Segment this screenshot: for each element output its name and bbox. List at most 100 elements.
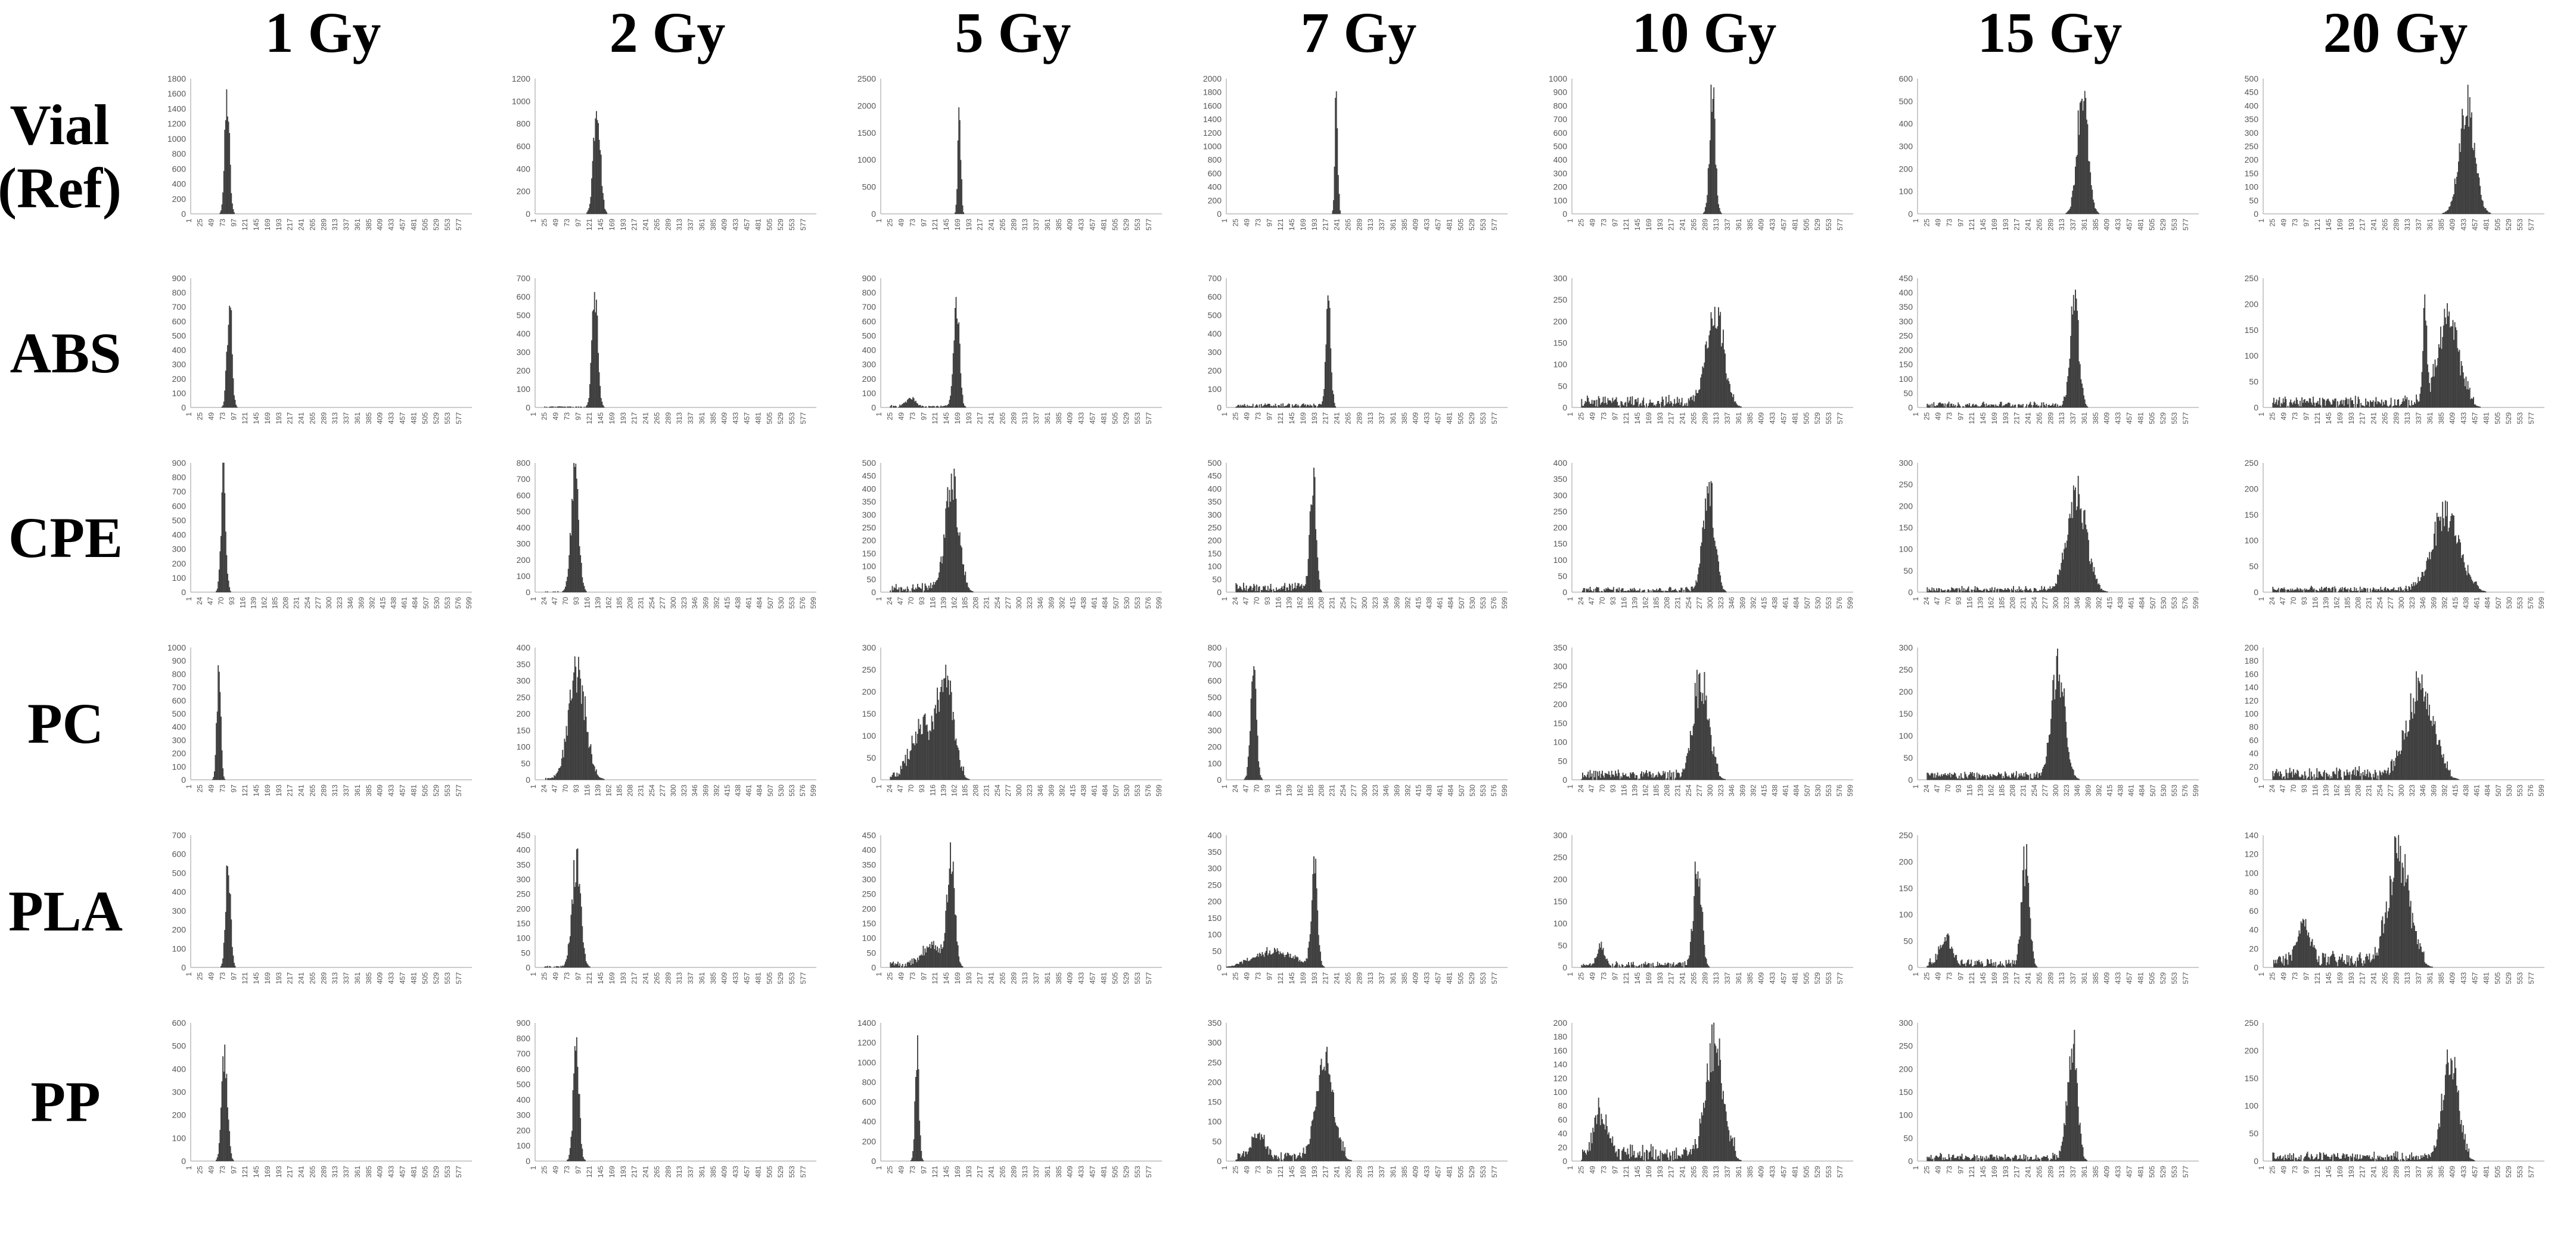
x-tick-label: 361 [2426, 1166, 2434, 1178]
x-tick-label: 231 [2019, 597, 2028, 609]
x-tick-label: 169 [2336, 219, 2344, 231]
x-tick-label: 25 [1577, 219, 1586, 227]
y-tick-label: 200 [172, 374, 187, 384]
x-tick-label: 121 [2313, 412, 2322, 424]
x-tick-label: 73 [218, 412, 226, 421]
x-tick-label: 529 [2159, 219, 2167, 231]
y-tick-label: 400 [172, 346, 187, 355]
x-tick-label: 169 [1990, 219, 1999, 231]
x-tick-label: 385 [2437, 1166, 2446, 1178]
x-tick-label: 254 [2376, 785, 2384, 796]
x-tick-label: 208 [972, 785, 980, 796]
y-tick-label: 200 [517, 1125, 531, 1135]
x-tick-label: 241 [297, 219, 306, 231]
x-tick-label: 313 [1712, 972, 1720, 984]
x-tick-label: 599 [1500, 597, 1509, 609]
histogram-bars [545, 463, 587, 593]
x-tick-label: 553 [1825, 412, 1833, 424]
x-tick-label: 553 [2516, 597, 2524, 609]
histogram-bars [1235, 1047, 1352, 1162]
x-tick-label: 385 [2437, 972, 2446, 984]
column-header-15-gy: 15 Gy [1977, 1, 2123, 64]
y-tick-label: 0 [2254, 775, 2258, 785]
x-tick-label: 241 [2024, 1166, 2033, 1178]
x-tick-label: 577 [2182, 412, 2190, 424]
histogram-bars [1581, 1022, 1742, 1162]
x-tick-label: 25 [196, 219, 204, 227]
y-tick-label: 400 [862, 484, 877, 493]
y-tick-label: 300 [517, 347, 531, 357]
y-tick-label: 60 [2249, 735, 2258, 745]
x-tick-label: 162 [950, 597, 958, 609]
x-tick-label: 1 [185, 219, 193, 223]
y-tick-label: 150 [517, 919, 531, 928]
x-tick-label: 313 [675, 412, 683, 424]
x-tick-label: 93 [1263, 597, 1272, 605]
y-tick-label: 700 [172, 683, 187, 692]
x-tick-label: 313 [1366, 972, 1375, 984]
x-tick-label: 217 [630, 1166, 639, 1178]
x-tick-label: 25 [540, 1166, 549, 1174]
x-tick-label: 438 [734, 785, 742, 796]
histogram-bars [1926, 1029, 2087, 1162]
x-tick-label: 241 [642, 1166, 650, 1178]
y-tick-label: 200 [1208, 195, 1222, 205]
x-tick-label: 97 [1611, 412, 1619, 421]
x-tick-label: 217 [630, 412, 639, 424]
y-tick-label: 150 [862, 709, 877, 718]
y-tick-label: 300 [517, 676, 531, 686]
y-tick-label: 0 [1908, 587, 1913, 597]
y-tick-label: 350 [862, 860, 877, 869]
x-tick-label: 530 [777, 597, 785, 609]
x-tick-label: 116 [238, 597, 247, 608]
x-tick-label: 433 [387, 412, 396, 424]
x-tick-label: 145 [252, 972, 260, 984]
y-tick-label: 50 [866, 574, 876, 584]
y-tick-label: 50 [2249, 195, 2258, 205]
y-tick-label: 300 [2245, 128, 2259, 138]
histogram-bars [890, 468, 974, 593]
y-tick-label: 400 [172, 1064, 187, 1073]
x-tick-label: 265 [1344, 1166, 1352, 1178]
x-tick-label: 25 [886, 219, 894, 227]
y-tick-label: 150 [1553, 718, 1568, 728]
y-tick-label: 300 [1553, 273, 1568, 283]
x-tick-label: 289 [2046, 412, 2055, 424]
x-tick-label: 433 [732, 219, 740, 231]
y-tick-label: 200 [517, 904, 531, 913]
x-tick-label: 553 [443, 597, 452, 609]
x-tick-label: 577 [455, 972, 463, 984]
x-tick-label: 70 [907, 785, 915, 793]
x-tick-label: 121 [2313, 1166, 2322, 1178]
y-tick-label: 0 [871, 775, 876, 785]
x-tick-label: 93 [2300, 785, 2308, 793]
x-tick-label: 1 [1912, 1166, 1920, 1170]
y-tick-label: 450 [862, 471, 877, 481]
y-tick-label: 50 [1212, 946, 1222, 956]
x-tick-label: 409 [1066, 412, 1074, 424]
x-tick-label: 145 [1288, 219, 1296, 231]
y-tick-label: 180 [1553, 1032, 1568, 1041]
x-tick-label: 217 [976, 412, 984, 424]
x-tick-label: 433 [1769, 1166, 1777, 1178]
x-tick-label: 300 [669, 597, 678, 609]
x-tick-label: 193 [275, 972, 283, 984]
y-tick-label: 250 [1208, 880, 1222, 889]
x-tick-label: 385 [1746, 412, 1754, 424]
x-tick-label: 93 [572, 785, 580, 793]
y-tick-label: 0 [2254, 403, 2258, 412]
y-tick-label: 250 [1899, 665, 1913, 674]
x-tick-label: 553 [2170, 972, 2179, 984]
y-tick-label: 250 [1553, 295, 1568, 304]
x-tick-label: 73 [563, 1166, 571, 1174]
x-tick-label: 217 [630, 972, 639, 984]
x-tick-label: 505 [2148, 972, 2156, 984]
y-tick-label: 300 [1899, 458, 1913, 468]
y-tick-label: 50 [1903, 936, 1913, 946]
x-tick-label: 193 [619, 972, 627, 984]
x-tick-label: 289 [2392, 972, 2400, 984]
x-tick-label: 193 [2002, 972, 2010, 984]
